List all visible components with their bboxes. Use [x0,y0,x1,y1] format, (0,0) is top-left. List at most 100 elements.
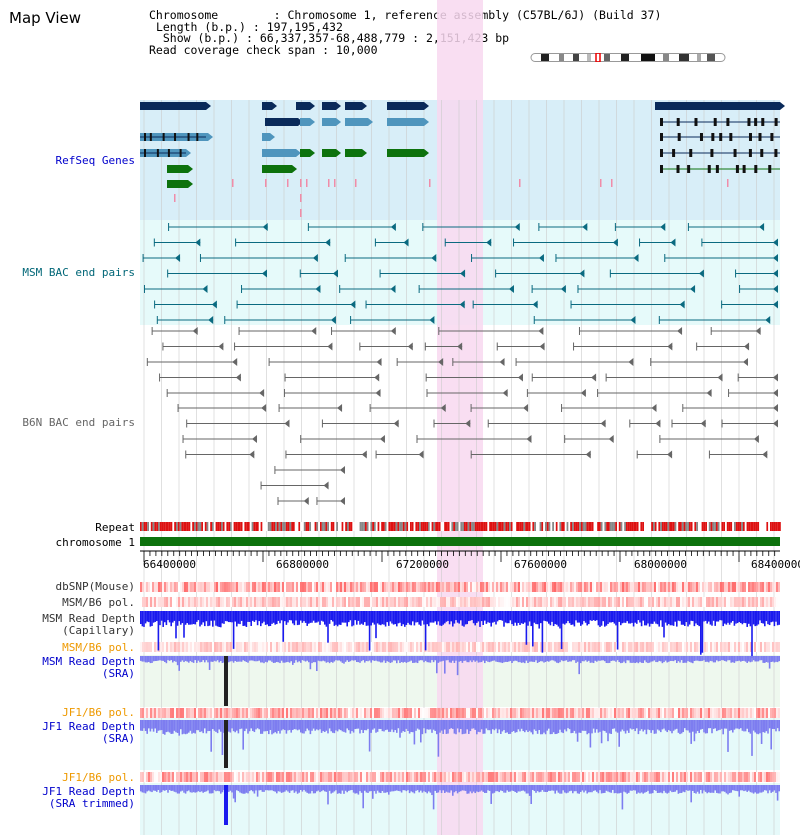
dbsnp-cell [608,582,610,592]
jf1-sra-depth-bar [448,720,451,730]
jf1-pol-cell [350,772,352,782]
msm-capillary-depth-bar [157,611,160,651]
track-label-msm-b6-pol-2[interactable]: MSM/B6 pol. [62,641,135,654]
track-label-msm-depth-capillary[interactable]: MSM Read Depth (Capillary) [42,612,135,637]
jf1-trimmed-depth-bar [613,785,616,794]
msm-pol-cell [212,642,214,652]
msm-sra-depth-bar [733,656,736,663]
jf1-sra-depth-bar [338,720,340,730]
track-label-msm-bac[interactable]: MSM BAC end pairs [22,266,135,279]
jf1-trimmed-depth-bar [151,785,153,793]
dbsnp-cell [490,582,492,592]
msm-sra-depth-bar [325,656,328,663]
jf1-sra-depth-bar [496,720,499,734]
msm-capillary-depth-bar [532,611,534,647]
repeat-element [354,522,356,531]
track-label-refseq[interactable]: RefSeq Genes [55,154,135,167]
msm-capillary-depth-bar [162,611,164,627]
track-label-chromosome[interactable]: chromosome 1 [55,536,135,549]
msm-capillary-depth-bar [252,611,254,621]
dbsnp-cell [470,582,472,592]
jf1-trimmed-depth-bar [757,785,760,794]
dbsnp-cell [208,582,210,592]
track-label-b6n-bac[interactable]: B6N BAC end pairs [22,416,135,429]
msm-pol-cell [646,642,648,652]
jf1-trimmed-depth-bar [269,785,272,791]
msm-pol-cell [340,642,342,652]
jf1-sra-depth-bar [247,720,249,734]
msm-pol-cell [696,597,698,607]
msm-bac-pair-end-arrow [773,238,778,247]
jf1-pol-cell [704,772,706,782]
dbsnp-cell [414,582,416,592]
track-label-jf1-b6-pol-2[interactable]: JF1/B6 pol. [62,771,135,784]
msm-pol-cell [764,642,766,652]
msm-sra-depth-bar [397,656,400,661]
jf1-pol-cell [180,772,182,782]
jf1-sra-depth-bar [776,720,779,729]
jf1-sra-depth-bar [325,720,328,731]
jf1-pol-cell [184,708,186,718]
msm-capillary-depth-bar [599,611,601,627]
msm-sra-depth-bar [215,656,217,662]
msm-capillary-depth-bar [629,611,632,624]
repeat-element [300,522,302,531]
track-label-jf1-b6-pol-1[interactable]: JF1/B6 pol. [62,706,135,719]
jf1-trimmed-depth-bar [623,785,625,792]
msm-capillary-depth-bar [428,611,430,627]
gene-exon [676,118,680,126]
track-label-msm-depth-sra[interactable]: MSM Read Depth (SRA) [42,655,135,680]
gene-marker [727,179,729,187]
repeat-element [165,522,167,531]
msm-sra-depth-bar [594,656,596,661]
jf1-trimmed-depth-bar [253,785,256,794]
msm-capillary-depth-bar [517,611,520,623]
jf1-trimmed-depth-bar [221,785,224,793]
jf1-trimmed-depth-bar [141,785,144,793]
jf1-pol-cell [238,708,240,718]
dbsnp-cell [474,582,476,592]
track-label-msm-b6-pol-1[interactable]: MSM/B6 pol. [62,596,135,609]
track-label-repeat[interactable]: Repeat [95,521,135,534]
msm-capillary-depth-bar [658,611,660,627]
msm-pol-cell [396,597,398,607]
msm-capillary-depth-bar [359,611,361,625]
msm-pol-cell [284,597,286,607]
msm-sra-depth-bar [455,656,457,661]
jf1-pol-cell [214,708,216,718]
repeat-element [222,522,225,531]
track-label-dbsnp[interactable]: dbSNP(Mouse) [55,580,135,593]
repeat-element [339,522,342,531]
jf1-pol-cell [518,708,520,718]
dbsnp-cell [610,582,612,592]
repeat-element [352,522,355,531]
track-label-jf1-depth-trimmed[interactable]: JF1 Read Depth (SRA trimmed) [42,785,135,810]
gene-exon [687,165,691,173]
chromosome-ideogram[interactable] [529,53,727,62]
repeat-element [483,522,486,531]
msm-pol-cell [644,642,646,652]
track-label-jf1-depth-sra[interactable]: JF1 Read Depth (SRA) [42,720,135,745]
msm-sra-depth-bar [637,656,640,664]
jf1-pol-cell [418,708,420,718]
repeat-element [330,522,333,531]
msm-capillary-depth-bar [448,611,451,625]
msm-pol-cell [372,642,374,652]
msm-pol-cell [154,642,156,652]
msm-pol-cell [456,642,458,652]
msm-bac-pair-end-arrow [660,223,666,231]
repeat-element [667,522,670,531]
repeat-element [384,522,387,531]
jf1-trimmed-depth-bar [615,785,617,794]
jf1-pol-cell [506,708,508,718]
jf1-trimmed-depth-bar [303,785,305,790]
jf1-trimmed-depth-bar [693,785,696,794]
msm-pol-cell [718,597,720,607]
jf1-pol-cell [474,772,476,782]
msm-sra-depth-bar [719,656,721,661]
jf1-trimmed-depth-bar [552,785,555,791]
b6n-bac-pair-end-arrow [517,373,523,382]
jf1-pol-cell [576,772,578,782]
msm-pol-cell [384,642,386,652]
